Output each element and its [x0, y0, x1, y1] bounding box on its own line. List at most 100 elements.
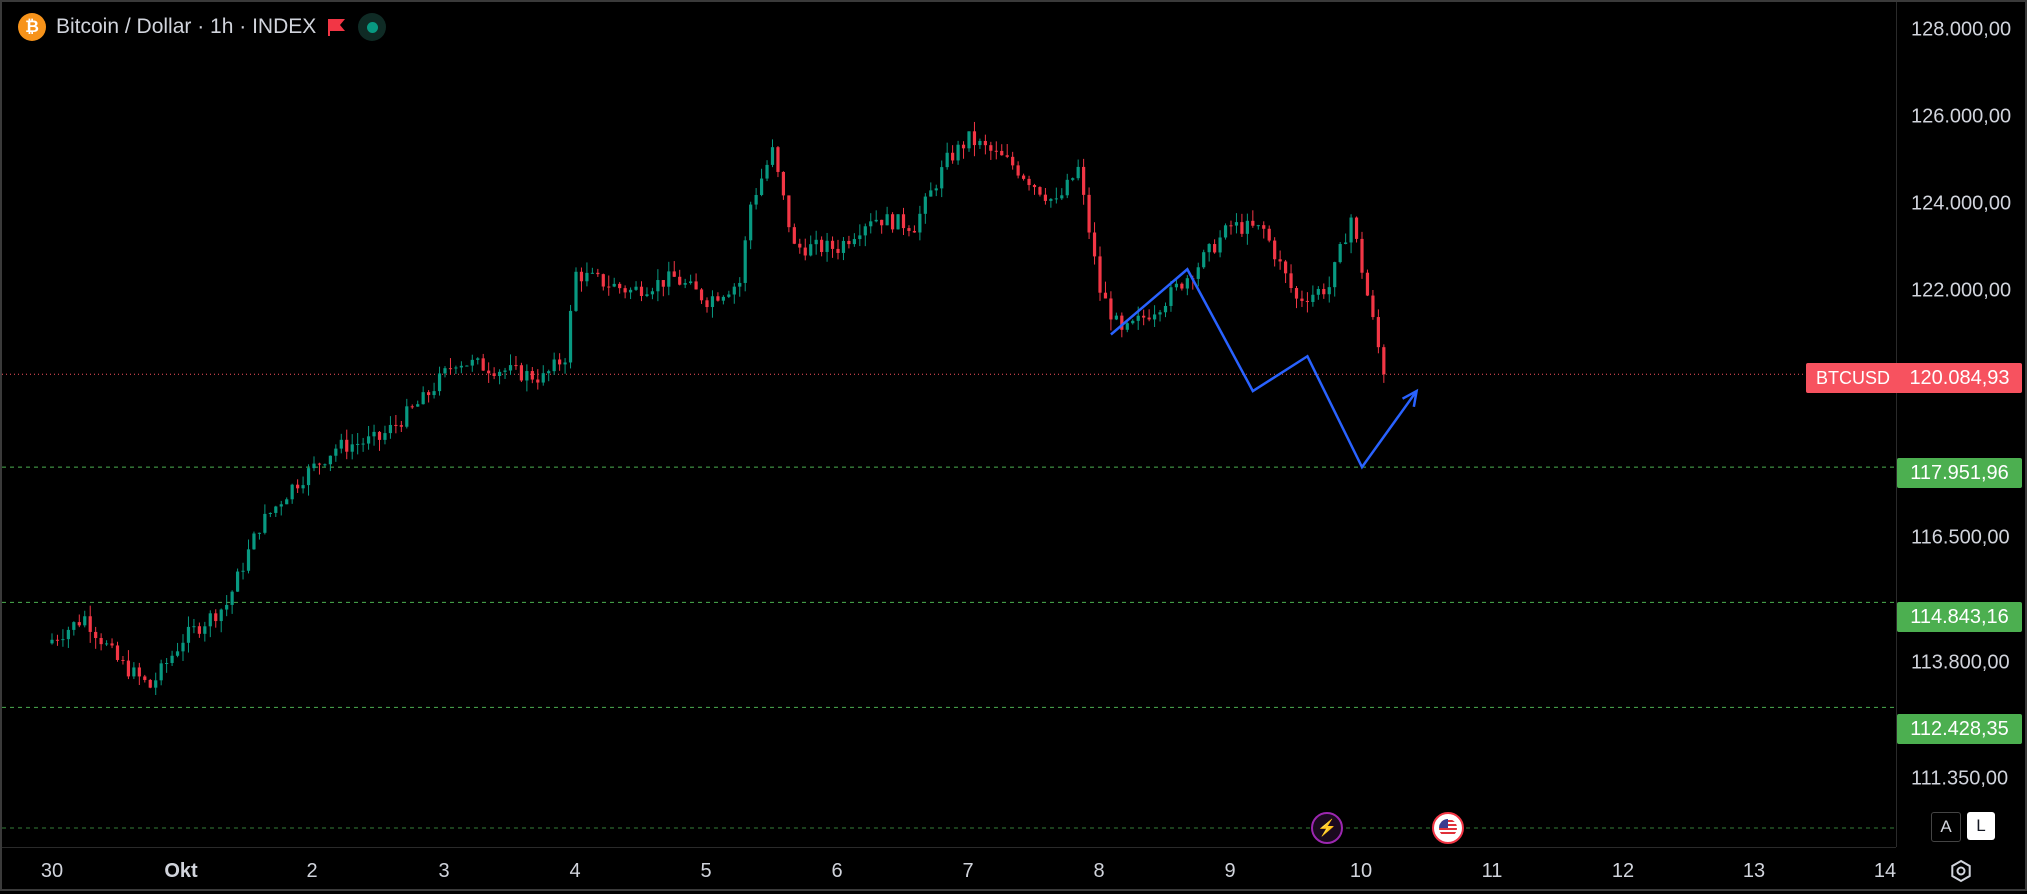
candle-body — [994, 150, 998, 152]
candle-body — [356, 443, 360, 445]
time-tick-label: 7 — [962, 860, 974, 882]
candle-body — [1071, 178, 1075, 180]
candle-body — [181, 642, 185, 652]
candle-body — [885, 214, 889, 226]
candle-body — [579, 271, 584, 282]
candle-body — [912, 230, 917, 233]
time-tick-label: 2 — [306, 860, 318, 882]
candle-body — [1103, 292, 1108, 299]
candle-body — [1005, 155, 1009, 157]
candle-body — [257, 532, 262, 534]
candle-body — [541, 373, 545, 383]
candle-body — [274, 506, 278, 513]
candle-body — [263, 513, 267, 533]
candle-body — [115, 645, 120, 660]
candle-body — [836, 248, 840, 253]
candle-body — [1311, 294, 1315, 302]
candle-body — [214, 613, 218, 622]
candle-body — [432, 391, 436, 396]
candle-body — [972, 131, 977, 146]
projection-arrowhead — [1401, 388, 1419, 408]
candle-body — [246, 549, 251, 571]
candle-body — [519, 365, 524, 381]
time-tick-label: 30 — [40, 860, 64, 882]
candle-body — [869, 221, 873, 227]
candle-body — [377, 431, 382, 440]
auto-scale-button[interactable]: A — [1931, 812, 1961, 842]
candle-body — [645, 294, 649, 297]
candle-body — [907, 228, 911, 231]
price-tick-label: 124.000,00 — [1911, 192, 2012, 215]
candle-body — [1049, 198, 1053, 201]
candle-body — [1327, 287, 1331, 295]
candle-body — [1240, 222, 1244, 234]
lightning-icon[interactable]: ⚡ — [1311, 812, 1343, 844]
candle-body — [1152, 314, 1157, 320]
candle-body — [989, 145, 993, 151]
price-tick-label: 126.000,00 — [1911, 105, 2012, 128]
market-open-dot-icon[interactable] — [358, 13, 387, 41]
candle-body — [852, 239, 856, 245]
candle-body — [1333, 262, 1337, 288]
candle-body — [1305, 300, 1310, 302]
candle-body — [99, 638, 103, 645]
candle-body — [437, 373, 442, 392]
candle-body — [1054, 198, 1058, 200]
candle-body — [383, 433, 387, 440]
candle-body — [650, 291, 655, 295]
candle-body — [88, 616, 92, 632]
candle-body — [94, 631, 98, 639]
price-axis[interactable]: 128.000,00 126.000,00 124.000,00 122.000… — [1896, 2, 2027, 847]
candle-body — [268, 512, 272, 514]
candle-body — [1060, 195, 1064, 199]
candle-body — [1032, 185, 1037, 188]
time-axis[interactable]: 30 Okt 2 3 4 5 6 7 8 9 10 11 12 13 14 — [2, 847, 1896, 894]
candle-body — [956, 144, 960, 161]
candle-body — [1131, 320, 1135, 324]
candle-body — [514, 365, 518, 367]
log-scale-button[interactable]: L — [1967, 812, 1995, 840]
chart-pane[interactable]: ⚡ — [2, 2, 1896, 847]
time-tick-label: 5 — [700, 860, 712, 882]
candle-body — [1294, 288, 1299, 299]
candle-body — [1213, 244, 1217, 253]
symbol-header[interactable]: ₿ Bitcoin / Dollar · 1h · INDEX — [18, 12, 387, 42]
candle-body — [481, 358, 485, 371]
price-tick-label: 111.350,00 — [1911, 767, 2009, 790]
candle-body — [219, 609, 223, 622]
candle-body — [508, 365, 513, 371]
candle-body — [978, 140, 982, 146]
candle-body — [1365, 272, 1370, 296]
candle-body — [1322, 288, 1326, 295]
candle-body — [1092, 232, 1097, 257]
candle-body — [792, 227, 796, 244]
candlestick-chart[interactable] — [2, 2, 1896, 847]
level-price-tag: 112.428,35 — [1897, 714, 2022, 744]
candle-body — [820, 239, 824, 252]
candle-body — [55, 639, 60, 641]
red-flag-icon[interactable] — [326, 17, 348, 37]
symbol-title[interactable]: Bitcoin / Dollar · 1h · INDEX — [56, 15, 317, 38]
settings-gear-icon[interactable] — [1948, 858, 1974, 884]
candle-body — [951, 152, 955, 161]
candle-body — [1180, 283, 1184, 289]
candle-body — [323, 464, 327, 466]
candle-body — [596, 272, 600, 275]
price-tick-label: 113.800,00 — [1911, 651, 2010, 674]
candle-body — [252, 533, 256, 550]
candle-body — [487, 370, 491, 374]
candle-body — [1354, 217, 1359, 239]
candle-body — [1169, 287, 1173, 306]
us-flag-icon[interactable] — [1432, 812, 1464, 844]
candle-body — [148, 679, 152, 688]
candle-body — [770, 147, 775, 165]
candle-body — [290, 484, 294, 500]
candle-body — [568, 310, 573, 363]
candle-body — [312, 463, 316, 469]
candle-body — [612, 283, 616, 287]
candle-body — [749, 204, 753, 241]
candle-body — [825, 240, 829, 252]
candle-body — [1043, 194, 1048, 201]
candle-body — [858, 235, 862, 240]
candle-body — [1202, 252, 1206, 268]
